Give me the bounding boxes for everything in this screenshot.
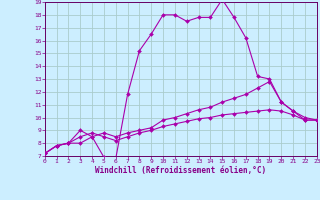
- X-axis label: Windchill (Refroidissement éolien,°C): Windchill (Refroidissement éolien,°C): [95, 166, 266, 175]
